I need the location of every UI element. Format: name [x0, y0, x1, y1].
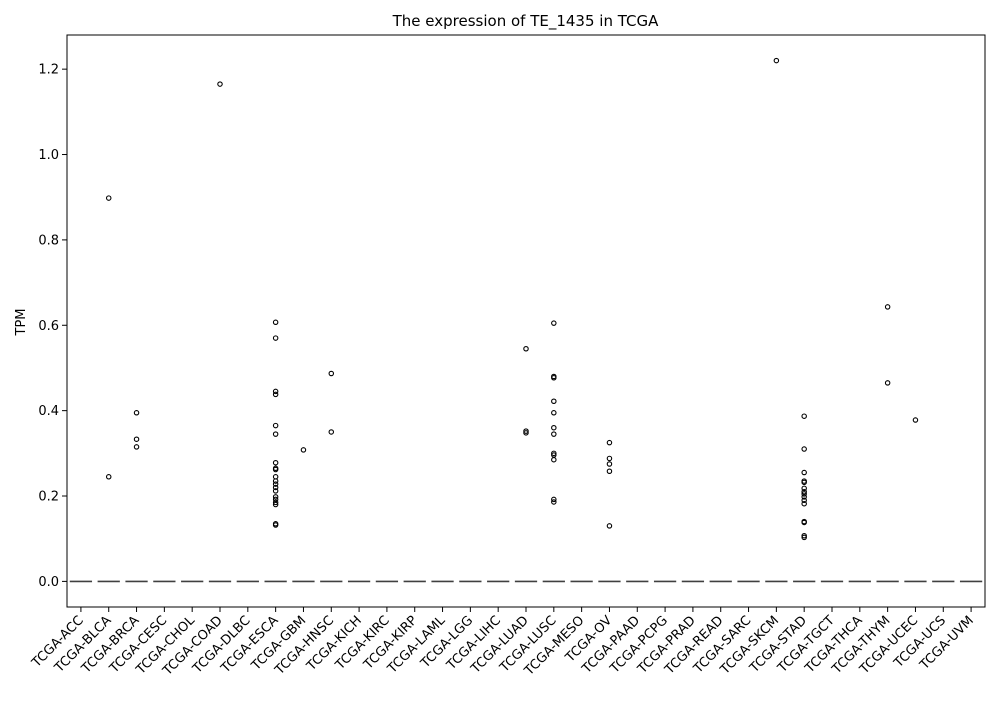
outlier-point — [801, 519, 807, 526]
outlier-point — [272, 494, 279, 500]
outlier-point — [801, 534, 807, 541]
outlier-point — [272, 481, 279, 487]
outlier-point — [606, 468, 613, 475]
y-tick-label: 0.0 — [38, 575, 59, 590]
outlier-point — [551, 320, 557, 326]
outlier-point — [272, 391, 279, 398]
outlier-point — [551, 431, 557, 437]
outlier-point — [523, 430, 529, 436]
outlier-point — [801, 488, 807, 495]
outlier-point — [328, 370, 335, 377]
outlier-point — [801, 485, 807, 492]
outlier-point — [523, 428, 529, 434]
y-tick-label: 0.4 — [38, 404, 59, 419]
outlier-point — [801, 491, 807, 497]
outlier-point — [272, 466, 279, 473]
outlier-point — [272, 484, 279, 491]
outlier-point — [272, 335, 279, 341]
outlier-point — [551, 496, 557, 503]
outlier-point — [105, 474, 112, 480]
outlier-point — [606, 439, 613, 446]
outlier-point — [272, 496, 279, 503]
outlier-point — [272, 319, 279, 326]
outlier-point — [328, 429, 335, 435]
outlier-point — [133, 436, 140, 442]
outlier-point — [801, 469, 807, 476]
outlier-point — [606, 461, 613, 467]
outlier-point — [272, 478, 279, 484]
outlier-point — [272, 499, 279, 506]
chart-title: The expression of TE_1435 in TCGA — [392, 12, 659, 31]
y-tick-label: 1.0 — [38, 148, 59, 163]
outlier-point — [523, 345, 529, 352]
outlier-point — [801, 479, 807, 486]
outlier-point — [551, 410, 557, 416]
outlier-point — [801, 497, 807, 504]
outlier-point — [551, 456, 557, 463]
outlier-point — [551, 499, 557, 505]
outlier-point — [551, 450, 557, 457]
plot-frame — [66, 34, 986, 608]
y-axis-label: TPM — [14, 309, 29, 337]
outlier-point — [105, 195, 112, 201]
outlier-point — [912, 417, 919, 423]
outlier-point — [551, 375, 557, 381]
outlier-point — [133, 444, 140, 450]
outlier-point — [272, 388, 279, 395]
y-tick-label: 0.6 — [38, 319, 59, 334]
outlier-point — [801, 532, 807, 539]
outlier-point — [133, 410, 140, 416]
outlier-point — [272, 431, 279, 437]
y-tick-label: 0.8 — [38, 233, 59, 248]
outlier-point — [801, 413, 807, 419]
outlier-point — [272, 459, 279, 466]
outlier-point — [272, 422, 279, 429]
outlier-point — [272, 522, 279, 528]
outlier-point — [801, 494, 807, 500]
outlier-point — [884, 304, 891, 310]
y-tick-label: 1.2 — [38, 63, 59, 78]
outlier-point — [801, 446, 807, 452]
outlier-point — [884, 380, 891, 386]
outlier-point — [551, 424, 557, 431]
outlier-point — [300, 447, 307, 453]
outlier-point — [606, 523, 613, 529]
outlier-point — [551, 398, 557, 405]
outlier-point — [773, 57, 780, 64]
outlier-point — [801, 500, 807, 507]
outlier-point — [272, 488, 279, 494]
outlier-point — [606, 455, 613, 462]
outlier-point — [217, 81, 223, 87]
y-tick-label: 0.2 — [38, 490, 59, 505]
outlier-point — [272, 501, 279, 508]
